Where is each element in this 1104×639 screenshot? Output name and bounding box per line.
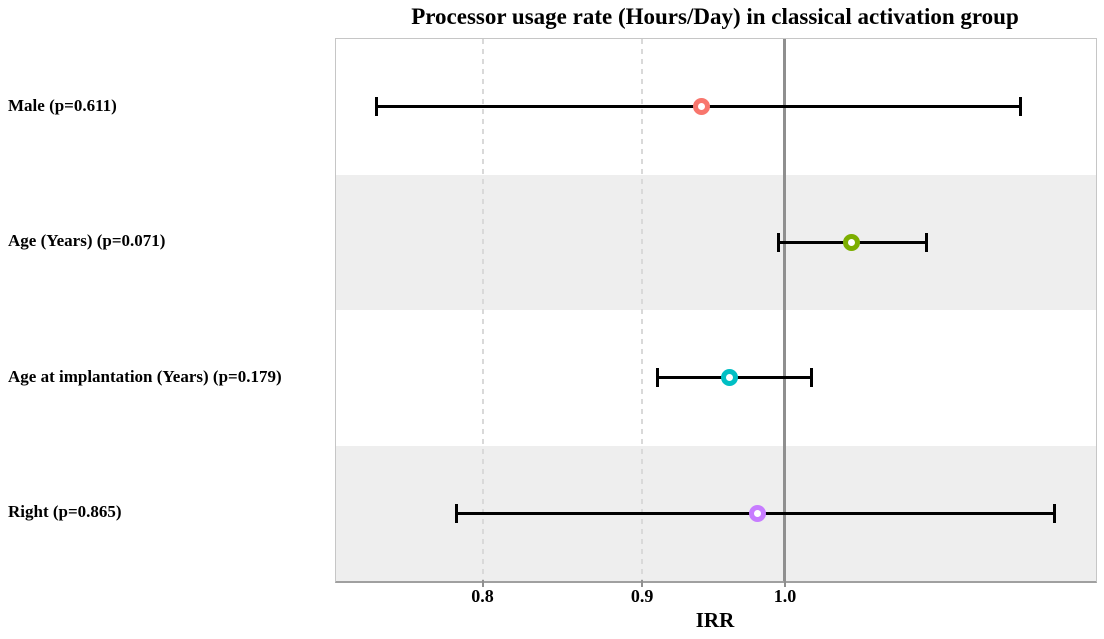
- row-band: [336, 174, 1096, 310]
- point-marker: [692, 98, 710, 116]
- plot-panel: [335, 38, 1097, 583]
- ci-cap-high: [810, 368, 814, 388]
- x-tick-label: 1.0: [773, 586, 797, 606]
- x-tick-mark: [481, 580, 484, 587]
- ci-cap-low: [455, 503, 459, 523]
- ci-cap-high: [924, 232, 928, 252]
- x-axis-title: IRR: [695, 608, 735, 632]
- row-label: Age at implantation (Years) (p=0.179): [8, 366, 282, 386]
- point-marker: [721, 369, 739, 387]
- ci-cap-low: [375, 97, 379, 117]
- point-marker: [842, 233, 860, 251]
- x-tick-label: 0.9: [630, 586, 654, 606]
- x-tick-label: 0.8: [471, 586, 494, 606]
- gridline-0.9: [641, 39, 644, 581]
- chart-title: Processor usage rate (Hours/Day) in clas…: [411, 4, 1019, 29]
- ci-cap-low: [655, 368, 659, 388]
- ci-cap-high: [1052, 503, 1056, 523]
- ci-cap-low: [776, 232, 780, 252]
- x-tick-mark: [783, 580, 786, 587]
- point-marker: [749, 504, 767, 522]
- gridline-0.8: [481, 39, 484, 581]
- row-label: Male (p=0.611): [8, 95, 117, 115]
- reference-line: [783, 39, 787, 581]
- x-tick-mark: [641, 580, 644, 587]
- row-label: Right (p=0.865): [8, 502, 122, 522]
- ci-cap-high: [1019, 97, 1023, 117]
- row-label: Age (Years) (p=0.071): [8, 231, 166, 251]
